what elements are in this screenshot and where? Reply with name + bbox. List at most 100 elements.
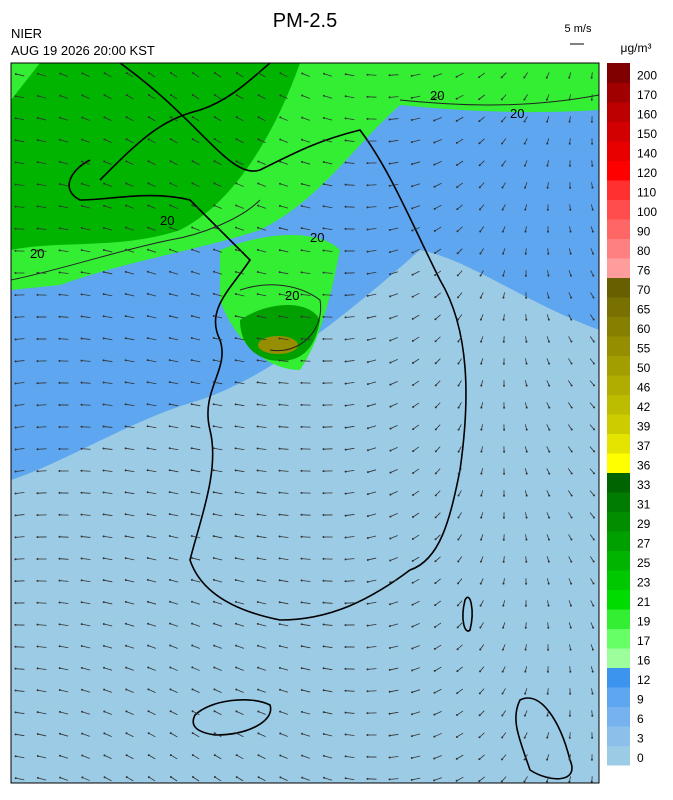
wind-arrow-head xyxy=(323,161,325,163)
wind-arrow-head xyxy=(433,97,435,99)
wind-arrow-head xyxy=(323,404,325,406)
wind-arrow-head xyxy=(367,295,369,297)
wind-arrow-head xyxy=(569,209,571,211)
wind-arrow-head xyxy=(59,689,61,691)
wind-arrow-head xyxy=(501,98,503,100)
wind-arrow-head xyxy=(367,273,369,275)
wind-arrow-head xyxy=(147,535,149,537)
wind-arrow-head xyxy=(389,756,391,758)
wind-arrow-head xyxy=(547,231,549,233)
wind-arrow-head xyxy=(103,667,105,669)
wind-arrow-head xyxy=(591,781,593,783)
wind-arrow-head xyxy=(593,561,595,563)
wind-arrow-head xyxy=(502,605,504,607)
wind-arrow-head xyxy=(524,693,526,695)
wind-arrow-head xyxy=(502,671,504,673)
wind-arrow-head xyxy=(15,602,17,604)
wind-arrow-head xyxy=(15,382,17,384)
wind-arrow-head xyxy=(81,382,83,384)
wind-arrow-head xyxy=(125,601,127,603)
colorbar-label: 19 xyxy=(637,615,651,629)
wind-arrow-head xyxy=(125,688,127,690)
wind-arrow-head xyxy=(503,341,505,343)
wind-arrow-head xyxy=(479,648,481,650)
wind-arrow-head xyxy=(411,141,413,143)
wind-arrow-head xyxy=(235,447,237,449)
wind-arrow-head xyxy=(433,142,435,144)
wind-arrow-head xyxy=(235,601,237,603)
wind-arrow-head xyxy=(301,426,303,428)
wind-arrow-head xyxy=(503,363,505,365)
wind-arrow-head xyxy=(81,116,83,118)
wind-arrow-head xyxy=(323,426,325,428)
wind-arrow-head xyxy=(213,337,215,339)
wind-arrow-head xyxy=(126,116,128,118)
wind-arrow-head xyxy=(389,735,391,737)
wind-arrow-head xyxy=(367,118,369,120)
wind-arrow-head xyxy=(147,315,149,317)
wind-arrow-head xyxy=(524,759,526,761)
colorbar-cell xyxy=(607,746,630,766)
wind-arrow-head xyxy=(479,253,481,255)
wind-arrow-head xyxy=(148,72,150,74)
colorbar-cell xyxy=(607,356,630,376)
wind-arrow-head xyxy=(81,338,83,340)
colorbar-cell xyxy=(607,375,630,395)
wind-arrow-head xyxy=(546,759,548,761)
wind-arrow-head xyxy=(457,252,459,254)
wind-arrow-head xyxy=(389,669,391,671)
wind-arrow-head xyxy=(59,161,61,163)
wind-arrow-head xyxy=(213,271,215,273)
wind-arrow-head xyxy=(568,99,570,101)
wind-arrow-head xyxy=(126,94,128,96)
wind-arrow-head xyxy=(503,539,505,541)
wind-arrow-head xyxy=(591,165,593,167)
wind-arrow-head xyxy=(279,72,281,74)
wind-arrow-head xyxy=(434,604,436,606)
wind-arrow-head xyxy=(458,473,460,475)
wind-arrow-head xyxy=(214,94,216,96)
wind-arrow-head xyxy=(279,227,281,229)
wind-arrow-head xyxy=(103,426,105,428)
wind-arrow-head xyxy=(213,425,215,427)
wind-arrow-head xyxy=(323,580,325,582)
wind-arrow-head xyxy=(345,73,347,75)
wind-arrow-head xyxy=(323,514,325,516)
wind-arrow-head xyxy=(279,733,281,735)
wind-arrow-head xyxy=(125,447,127,449)
wind-arrow-head xyxy=(301,777,303,779)
wind-arrow-head xyxy=(480,319,482,321)
wind-arrow xyxy=(82,405,91,406)
wind-arrow-head xyxy=(148,116,150,118)
colorbar-cell xyxy=(607,570,630,590)
wind-arrow-head xyxy=(235,381,237,383)
wind-arrow-head xyxy=(170,710,172,712)
wind-arrow-head xyxy=(15,755,17,757)
colorbar-cell xyxy=(607,648,630,668)
wind-arrow-head xyxy=(301,514,303,516)
wind-arrow-head xyxy=(59,558,61,560)
wind-arrow-head xyxy=(191,182,193,184)
wind-arrow-head xyxy=(367,427,369,429)
wind-arrow-head xyxy=(411,691,413,693)
wind-arrow-head xyxy=(257,601,259,603)
wind-arrow-head xyxy=(526,385,528,387)
wind-arrow-head xyxy=(389,778,391,780)
wind-arrow-head xyxy=(548,407,550,409)
wind-arrow-head xyxy=(81,536,83,538)
wind-arrow xyxy=(82,471,91,472)
colorbar-label: 0 xyxy=(637,751,644,765)
wind-arrow-head xyxy=(570,627,572,629)
wind-arrow-head xyxy=(548,539,550,541)
wind-arrow-head xyxy=(213,579,215,581)
wind-arrow-head xyxy=(81,645,83,647)
colorbar-label: 33 xyxy=(637,478,651,492)
colorbar-cell xyxy=(607,726,630,746)
colorbar-label: 23 xyxy=(637,576,651,590)
colorbar-cell xyxy=(607,161,630,181)
wind-arrow-head xyxy=(367,537,369,539)
wind-arrow-head xyxy=(235,491,237,493)
wind-arrow-head xyxy=(37,733,39,735)
colorbar-label: 29 xyxy=(637,517,651,531)
wind-arrow-head xyxy=(213,249,215,251)
